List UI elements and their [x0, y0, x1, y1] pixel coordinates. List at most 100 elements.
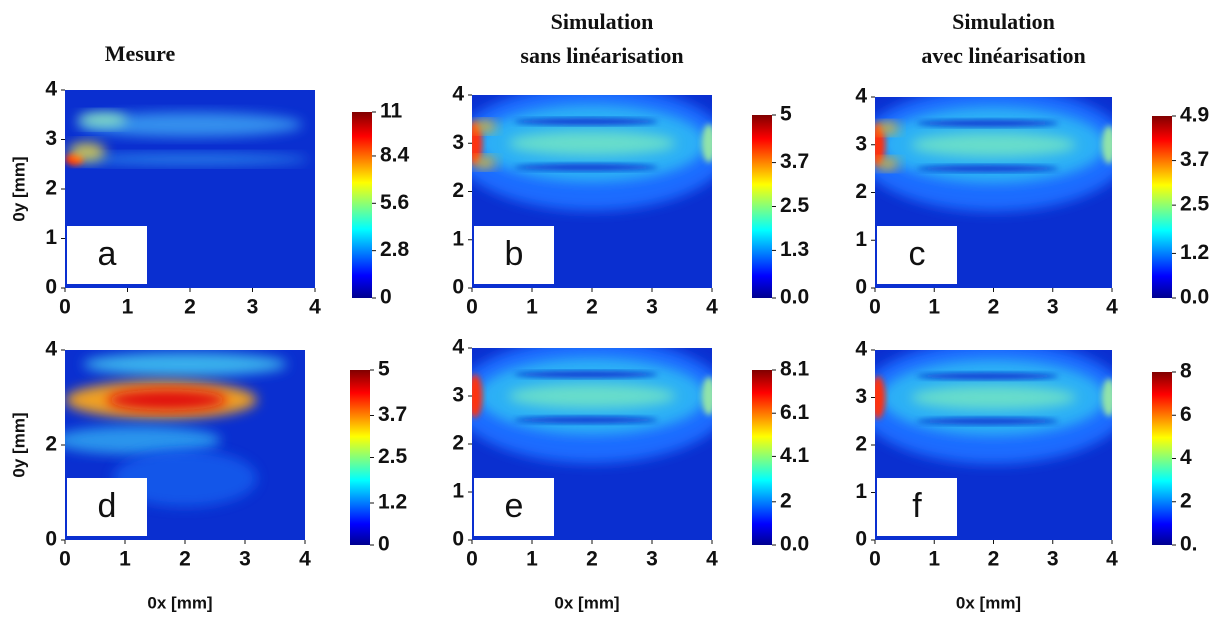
x-tick-label: 1	[526, 296, 538, 319]
x-tick-label: 1	[928, 296, 940, 319]
colorbar-tick-label: 0.0	[1180, 286, 1209, 309]
y-tick-label: 3	[855, 132, 867, 155]
colorbar-tick-label: 8.4	[380, 144, 410, 167]
y-tick-label: 3	[855, 385, 867, 408]
y-tick-label: 4	[45, 338, 57, 361]
colorbar-tick-label: 1.3	[780, 238, 809, 261]
title: Simulation	[551, 9, 654, 34]
y-tick-label: 2	[45, 177, 57, 200]
heatmap-region	[472, 121, 483, 165]
heatmap-region	[68, 141, 106, 162]
x-tick-label: 0	[466, 548, 478, 571]
y-tick-label: 4	[855, 85, 867, 108]
colorbar-tick-label: 0.0	[780, 286, 809, 309]
colorbar-tick-label: 5.6	[380, 191, 409, 214]
panel: b 0 1 2 3 4 0 1 2 3 4 Simulation sans linéarisation 0…	[452, 9, 809, 319]
colorbar-tick-label: 8	[1180, 360, 1192, 383]
y-tick-label: 2	[452, 179, 464, 202]
subtitle: avec linéarisation	[921, 43, 1085, 68]
x-tick-label: 4	[1106, 296, 1118, 319]
heatmap-region	[910, 132, 1077, 157]
panel-label: f	[912, 487, 922, 525]
x-axis-label: 0x [mm]	[147, 593, 212, 612]
heatmap-region	[514, 118, 658, 125]
colorbar-tick-label: 1.2	[1180, 241, 1209, 264]
colorbar-tick-label: 1.2	[378, 491, 407, 514]
y-tick-label: 0	[452, 528, 464, 551]
x-tick-label: 0	[466, 296, 478, 319]
heatmap-region	[916, 165, 1059, 172]
x-tick-label: 2	[586, 296, 598, 319]
x-tick-label: 0	[869, 296, 881, 319]
heatmap-region	[514, 416, 658, 424]
heatmap-region	[472, 120, 496, 133]
colorbar	[752, 115, 772, 298]
y-tick-label: 2	[855, 433, 867, 456]
colorbar-tick-label: 2	[780, 489, 792, 512]
colorbar-tick-label: 6.1	[780, 401, 810, 424]
heatmap-region	[875, 123, 886, 167]
colorbar-tick-label: 2.8	[380, 238, 410, 261]
x-tick-label: 4	[1106, 548, 1118, 571]
colorbar-tick-label: 4.9	[1180, 104, 1209, 127]
y-tick-label: 1	[855, 480, 867, 503]
colorbar	[350, 370, 370, 545]
colorbar-tick-label: 2	[1180, 489, 1192, 512]
colorbar-tick-label: 0	[380, 286, 392, 309]
heatmap-region	[514, 163, 658, 171]
subtitle: sans linéarisation	[520, 43, 683, 68]
y-tick-label: 2	[855, 180, 867, 203]
heatmap-region	[472, 156, 496, 169]
y-tick-label: 1	[452, 227, 464, 250]
x-tick-label: 1	[119, 548, 131, 571]
x-tick-label: 1	[122, 296, 134, 319]
panel-label-box	[474, 478, 554, 536]
x-tick-label: 0	[59, 296, 71, 319]
x-tick-label: 0	[869, 548, 881, 571]
heatmap-region	[875, 376, 886, 419]
panel-label-box	[67, 478, 147, 536]
y-tick-label: 4	[45, 78, 57, 101]
y-tick-label: 4	[855, 338, 867, 361]
colorbar-tick-label: 3.7	[378, 403, 407, 426]
panel-label: e	[505, 487, 524, 525]
heatmap-region	[910, 385, 1077, 410]
panel-label-box	[67, 226, 147, 284]
x-tick-label: 2	[988, 296, 1000, 319]
heatmap-region	[875, 122, 899, 134]
title: Mesure	[105, 41, 176, 66]
colorbar-tick-label: 0.	[1180, 533, 1198, 556]
y-axis-label: 0y [mm]	[9, 412, 28, 477]
x-tick-label: 4	[706, 548, 718, 571]
heatmap-region	[916, 372, 1059, 380]
colorbar-tick-label: 0.0	[780, 533, 809, 556]
colorbar-tick-label: 2.5	[1180, 193, 1210, 216]
panel-label: d	[98, 487, 117, 525]
x-tick-label: 3	[1047, 296, 1059, 319]
heatmap-region	[71, 153, 309, 166]
x-tick-label: 0	[59, 548, 71, 571]
heatmap-region	[508, 384, 676, 408]
colorbar-tick-label: 6	[1180, 403, 1192, 426]
panel-label: b	[505, 235, 524, 273]
x-axis-label: 0x [mm]	[956, 593, 1021, 612]
y-tick-label: 4	[452, 336, 464, 359]
x-tick-label: 4	[309, 296, 321, 319]
y-tick-label: 0	[855, 528, 867, 551]
panel: e 0 1 2 3 4 0 1 2 3 4 0x [mm] 0.0 2 4.1 6.1 8.1	[452, 336, 809, 613]
y-tick-label: 0	[855, 276, 867, 299]
y-tick-label: 1	[452, 480, 464, 503]
heatmap-region	[1101, 378, 1112, 417]
heatmap-region	[508, 131, 676, 156]
panel-label-box	[877, 226, 957, 284]
heatmap-region	[472, 374, 483, 418]
colorbar-tick-label: 2.5	[780, 194, 810, 217]
heatmap-region	[916, 119, 1059, 127]
heatmap-region	[107, 389, 227, 411]
panel: f 0 1 2 3 4 0 1 2 3 4 0x [mm] 0. 2 4 6 8	[855, 338, 1197, 613]
y-tick-label: 1	[45, 226, 57, 249]
panel: d 0 1 2 3 4 0 2 4 0y [mm] 0x [mm] 0 1.2 2.5 3.7 5	[9, 338, 407, 613]
y-tick-label: 1	[855, 228, 867, 251]
x-tick-label: 2	[586, 548, 598, 571]
